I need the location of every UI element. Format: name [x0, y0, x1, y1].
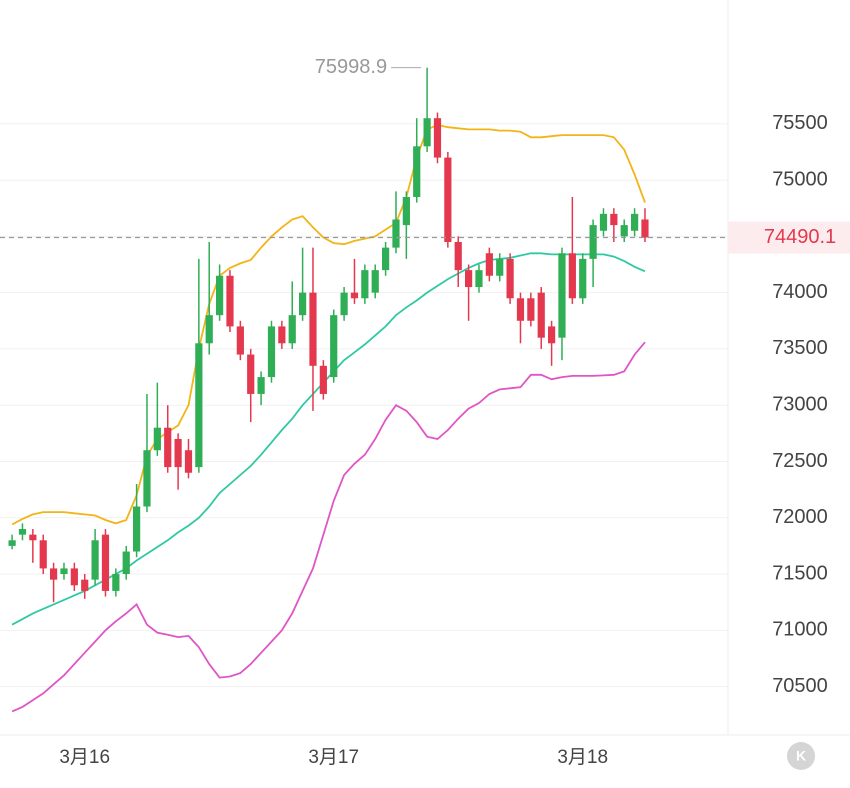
y-tick-label: 74000 — [772, 281, 828, 303]
candle-body — [133, 506, 141, 552]
band-line — [11, 123, 646, 526]
candle-body — [81, 579, 89, 591]
candle-body — [70, 568, 78, 586]
candle-body — [579, 258, 587, 299]
candle-body — [475, 270, 483, 288]
x-tick-label: 3月16 — [59, 747, 110, 768]
band-line — [11, 252, 646, 626]
candle-body — [631, 213, 639, 231]
x-tick-label: 3月17 — [308, 747, 359, 768]
candle-body — [101, 534, 110, 591]
candle-body — [39, 540, 47, 569]
candle-body — [226, 275, 234, 327]
candle-body — [548, 326, 556, 344]
candle-body — [257, 377, 265, 394]
candle-body — [91, 540, 99, 580]
candle-body — [195, 343, 203, 468]
candle-body — [319, 365, 327, 394]
candle-body — [610, 213, 618, 226]
y-tick-label: 75500 — [772, 112, 828, 134]
y-tick-label: 70500 — [772, 675, 828, 697]
candle-body — [485, 253, 493, 276]
candle-body — [413, 146, 421, 197]
candle-body — [444, 157, 452, 242]
candle-body — [454, 241, 462, 271]
candle-body — [641, 219, 649, 238]
candle-body — [392, 219, 400, 248]
kline-button[interactable]: K — [787, 742, 815, 770]
y-tick-label: 73000 — [772, 393, 828, 415]
button-icon[interactable]: K — [796, 748, 806, 764]
candle-body — [205, 315, 213, 344]
candle-body — [423, 118, 431, 147]
candle-body — [620, 225, 628, 237]
candle-body — [589, 225, 597, 259]
candle-body — [216, 275, 224, 316]
candle-body — [29, 534, 37, 541]
y-tick-label: 75000 — [772, 168, 828, 190]
candle-body — [558, 253, 566, 338]
band-line — [11, 341, 646, 713]
candle-body — [382, 247, 390, 271]
candle-body — [18, 529, 27, 535]
candle-body — [568, 253, 576, 299]
max-label: 75998.9 — [315, 56, 387, 78]
candle-body — [288, 315, 296, 344]
candle-body — [361, 270, 369, 299]
y-tick-label: 71500 — [772, 562, 828, 584]
candle-body — [309, 292, 317, 366]
y-tick-label: 73500 — [772, 337, 828, 359]
candle-body — [153, 427, 161, 451]
candle-body — [371, 270, 379, 293]
y-tick-label: 72000 — [772, 506, 828, 528]
candle-body — [527, 298, 535, 321]
candle-body — [516, 298, 525, 321]
candle-body — [330, 315, 338, 378]
candle-body — [402, 196, 410, 226]
candle-body — [174, 438, 182, 468]
candle-body — [278, 326, 286, 344]
candle-body — [143, 450, 151, 507]
candle-body — [267, 326, 276, 378]
last-price-box — [728, 221, 850, 254]
candle-body — [599, 213, 608, 231]
candle-body — [184, 450, 193, 473]
candle-body — [340, 292, 348, 316]
candle-body — [8, 540, 16, 546]
x-tick-label: 3月18 — [557, 747, 608, 768]
button-circle[interactable] — [787, 742, 815, 770]
candle-body — [247, 354, 255, 394]
y-tick-label: 71000 — [772, 619, 828, 641]
candle-body — [506, 258, 514, 299]
candle-body — [122, 551, 130, 575]
candle-body — [50, 568, 58, 580]
candle-body — [236, 326, 244, 355]
candle-body — [112, 574, 120, 591]
candle-body — [350, 292, 359, 299]
candle-body — [465, 270, 473, 288]
candle-body — [433, 118, 442, 158]
candle-body — [496, 258, 504, 276]
y-tick-label: 72500 — [772, 450, 828, 472]
candle-body — [164, 427, 172, 468]
candle-body — [299, 292, 307, 316]
candle-body — [60, 568, 68, 575]
candle-body — [537, 292, 545, 338]
last-price-label: 74490.1 — [764, 226, 836, 248]
